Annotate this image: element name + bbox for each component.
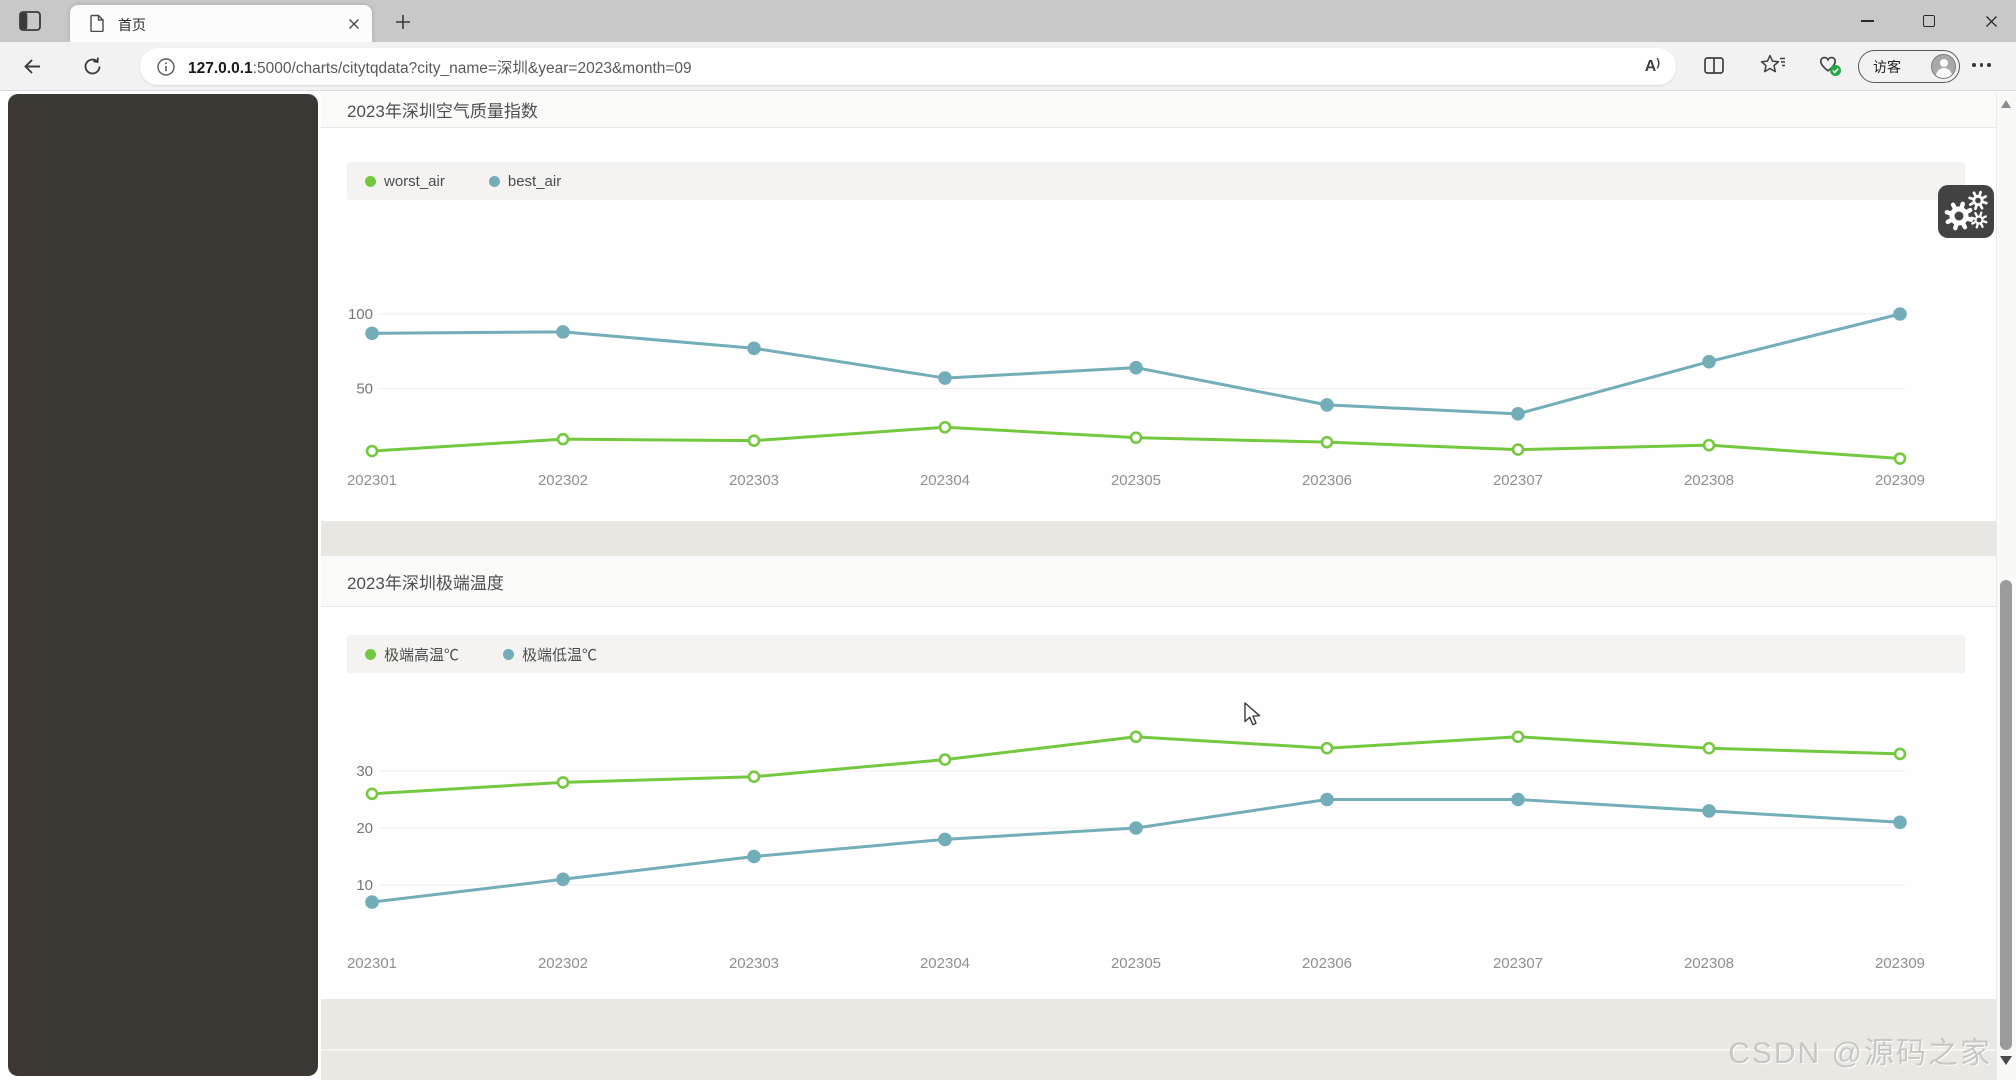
temperature-chart: 10 20 30 202301 202302 202303 202304 202305 2023… xyxy=(347,730,1925,972)
svg-text:202309: 202309 xyxy=(1875,955,1925,972)
profile-button[interactable]: 访客 xyxy=(1858,50,1960,83)
svg-text:202303: 202303 xyxy=(729,955,779,972)
svg-text:10: 10 xyxy=(356,877,373,894)
svg-text:202305: 202305 xyxy=(1111,472,1161,489)
back-icon[interactable] xyxy=(22,56,43,82)
tab-actions-icon[interactable] xyxy=(18,10,42,37)
svg-text:202304: 202304 xyxy=(920,955,970,972)
svg-text:202302: 202302 xyxy=(538,955,588,972)
bottom-divider xyxy=(321,1049,1996,1051)
window-minimize-button[interactable] xyxy=(1842,0,1892,42)
browser-tab[interactable]: 首页 xyxy=(70,5,372,42)
air-quality-legend: worst_air best_air xyxy=(347,162,1965,200)
svg-text:202306: 202306 xyxy=(1302,472,1352,489)
avatar xyxy=(1931,53,1956,79)
url-host: 127.0.0.1 xyxy=(188,59,253,77)
svg-text:30: 30 xyxy=(356,763,373,780)
settings-menu-icon[interactable] xyxy=(1972,63,1991,67)
svg-text:202309: 202309 xyxy=(1875,472,1925,489)
refresh-icon[interactable] xyxy=(82,56,103,82)
address-bar[interactable]: 127.0.0.1:5000/charts/citytqdata?city_na… xyxy=(140,48,1676,85)
svg-text:202306: 202306 xyxy=(1302,955,1352,972)
air-quality-title-row: 2023年深圳空气质量指数 xyxy=(321,92,1996,128)
watermark: CSDN @源码之家 xyxy=(1728,1037,1992,1070)
high-temp-label: 极端高温℃ xyxy=(384,646,460,664)
scrollbar-thumb[interactable] xyxy=(2000,580,2012,1050)
section-separator xyxy=(321,521,1996,556)
bottom-band xyxy=(321,999,1996,1080)
gear-overlay-button[interactable] xyxy=(1938,185,1994,238)
sidebar xyxy=(8,94,318,1076)
svg-text:100: 100 xyxy=(348,306,373,323)
temperature-title-row: 2023年深圳极端温度 xyxy=(321,556,1996,607)
new-tab-button[interactable] xyxy=(390,9,416,35)
legend-item-high-temp[interactable]: 极端高温℃ xyxy=(365,644,459,665)
read-aloud-icon[interactable]: A) xyxy=(1644,56,1660,75)
svg-text:202304: 202304 xyxy=(920,472,970,489)
window-maximize-button[interactable] xyxy=(1904,0,1954,42)
svg-text:202303: 202303 xyxy=(729,472,779,489)
svg-text:202305: 202305 xyxy=(1111,955,1161,972)
svg-text:202308: 202308 xyxy=(1684,472,1734,489)
legend-item-best-air[interactable]: best_air xyxy=(488,172,562,190)
svg-text:202307: 202307 xyxy=(1493,472,1543,489)
scrollbar-up-arrow[interactable] xyxy=(2001,100,2011,108)
air-quality-title: 2023年深圳空气质量指数 xyxy=(347,102,538,121)
favorites-hub-icon[interactable] xyxy=(1760,54,1786,80)
split-screen-icon[interactable] xyxy=(1703,55,1725,81)
temperature-legend: 极端高温℃ 极端低温℃ xyxy=(347,635,1965,673)
low-temp-dot-icon xyxy=(503,648,515,660)
air-quality-chart: 50 100 202301 202302 202303 202304 202305 20230… xyxy=(347,306,1925,489)
tab-close-icon[interactable] xyxy=(348,17,360,35)
best-air-dot-icon xyxy=(488,175,500,187)
svg-text:50: 50 xyxy=(356,381,373,398)
window-close-button[interactable] xyxy=(1966,0,2016,42)
best-air-label: best_air xyxy=(507,172,562,190)
legend-item-low-temp[interactable]: 极端低温℃ xyxy=(503,644,597,665)
temperature-title: 2023年深圳极端温度 xyxy=(347,573,504,593)
svg-text:202307: 202307 xyxy=(1493,955,1543,972)
svg-text:202302: 202302 xyxy=(538,472,588,489)
worst-air-dot-icon xyxy=(365,175,376,187)
svg-text:20: 20 xyxy=(356,820,373,837)
page-doc-icon xyxy=(90,14,105,37)
tab-title: 首页 xyxy=(118,17,146,33)
legend-item-worst-air[interactable]: worst_air xyxy=(365,173,445,190)
url-text: 127.0.0.1:5000/charts/citytqdata?city_na… xyxy=(188,56,1645,78)
high-temp-dot-icon xyxy=(365,648,376,660)
svg-text:202301: 202301 xyxy=(347,472,397,489)
site-info-icon[interactable] xyxy=(156,57,176,77)
mouse-cursor xyxy=(1243,702,1265,733)
gears-icon xyxy=(1944,190,1988,231)
worst-air-label: worst_air xyxy=(384,172,445,190)
svg-text:202301: 202301 xyxy=(347,955,397,972)
scrollbar-down-arrow[interactable] xyxy=(2000,1056,2012,1065)
svg-text:202308: 202308 xyxy=(1684,955,1734,972)
url-path: :5000/charts/citytqdata?city_name=深圳&yea… xyxy=(252,59,692,77)
profile-label: 访客 xyxy=(1873,58,1901,75)
low-temp-label: 极端低温℃ xyxy=(522,646,598,664)
browser-essentials-icon[interactable] xyxy=(1818,54,1844,83)
